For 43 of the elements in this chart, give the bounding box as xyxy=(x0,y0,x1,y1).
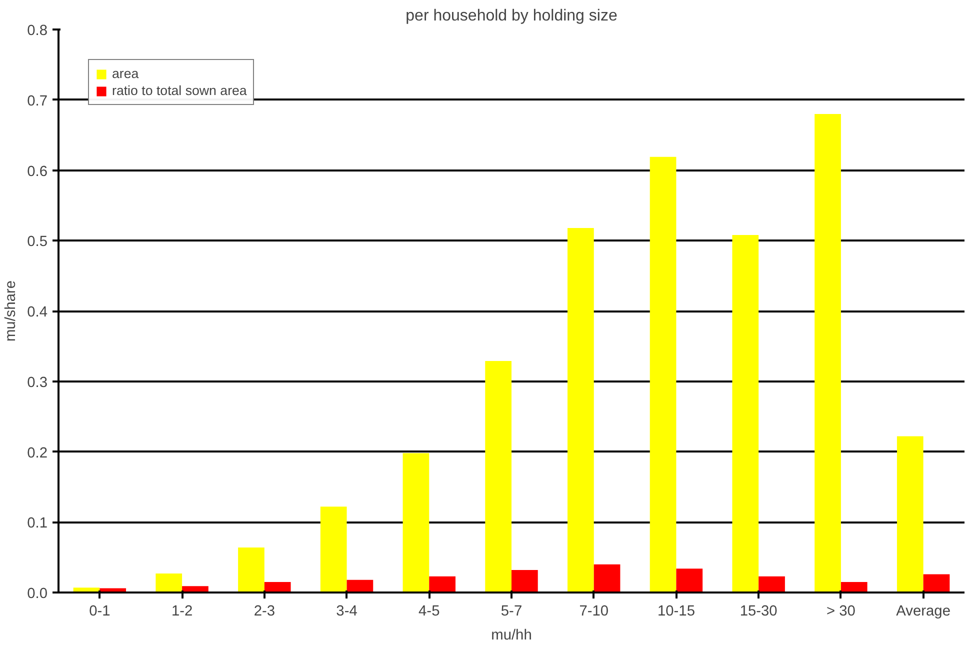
x-tick-label: 15-30 xyxy=(740,604,778,620)
bar xyxy=(320,506,347,592)
y-tick-label: 0.0 xyxy=(27,586,48,602)
x-tick-label: > 30 xyxy=(826,604,856,620)
bar xyxy=(732,234,759,592)
bar xyxy=(568,228,594,592)
x-axis-title: mu/hh xyxy=(491,628,532,644)
x-tick-label: 2-3 xyxy=(254,604,276,620)
bar xyxy=(814,114,841,592)
legend-label: ratio to total sown area xyxy=(112,83,247,98)
y-tick-label: 0.3 xyxy=(27,374,48,391)
x-tick-label: 0-1 xyxy=(89,604,110,620)
x-tick-label: 1-2 xyxy=(171,604,193,620)
bar xyxy=(840,582,868,592)
bar xyxy=(512,570,538,592)
bar xyxy=(758,576,785,592)
chart-title: per household by holding size xyxy=(406,8,618,24)
legend-label: area xyxy=(112,66,139,81)
y-tick-label: 0.8 xyxy=(27,23,48,39)
bar xyxy=(485,360,512,592)
y-tick-label: 0.2 xyxy=(27,445,48,462)
y-tick-label: 0.7 xyxy=(27,93,48,110)
y-tick-label: 0.4 xyxy=(27,304,48,320)
bar xyxy=(676,568,703,592)
bar xyxy=(594,564,620,592)
y-axis-title: mu/share xyxy=(3,280,20,342)
bar xyxy=(156,574,182,592)
bar xyxy=(923,574,950,592)
y-tick-label: 0.1 xyxy=(27,516,48,532)
bar xyxy=(650,156,676,592)
bar xyxy=(429,576,456,592)
x-tick-label: Average xyxy=(896,604,950,620)
y-tick-label: 0.6 xyxy=(27,164,48,180)
bar xyxy=(238,547,264,592)
x-tick-label: 4-5 xyxy=(418,604,440,620)
bar xyxy=(264,582,291,592)
y-tick-label: 0.5 xyxy=(27,234,48,250)
bar xyxy=(896,436,924,592)
bar xyxy=(402,453,430,592)
x-tick-label: 3-4 xyxy=(336,604,358,620)
x-tick-label: 7-10 xyxy=(579,604,609,620)
x-tick-label: 5-7 xyxy=(500,604,522,620)
x-tick-label: 10-15 xyxy=(657,604,695,620)
